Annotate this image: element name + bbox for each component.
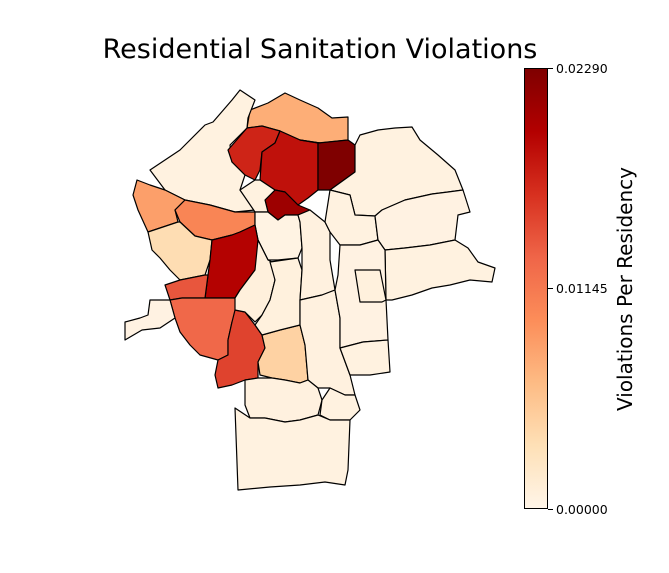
region-east-pale-e [339, 339, 391, 376]
colorbar-tick-label-min: 0.00000 [556, 502, 608, 517]
colorbar-label: Violations Per Residency [613, 167, 637, 411]
colorbar-tick-max [548, 68, 553, 69]
region-east-pale-c [384, 239, 496, 301]
colorbar-tick-label-max: 0.02290 [556, 61, 608, 76]
region-south-pale-a [244, 377, 323, 423]
region-southern-large [234, 407, 351, 491]
map-title: Residential Sanitation Violations [102, 34, 538, 65]
region-far-west-strip [124, 299, 176, 341]
region-north-center-left [227, 125, 281, 181]
colorbar [524, 68, 548, 509]
region-central-pale-b [254, 257, 303, 336]
region-south-pale-c [354, 269, 387, 303]
colorbar-tick-min [548, 509, 553, 510]
region-center-east-white [299, 139, 321, 144]
colorbar-tick-mid [548, 288, 553, 289]
colorbar-tick-label-mid: 0.01145 [556, 281, 608, 296]
region-west-red-orange [164, 274, 209, 301]
